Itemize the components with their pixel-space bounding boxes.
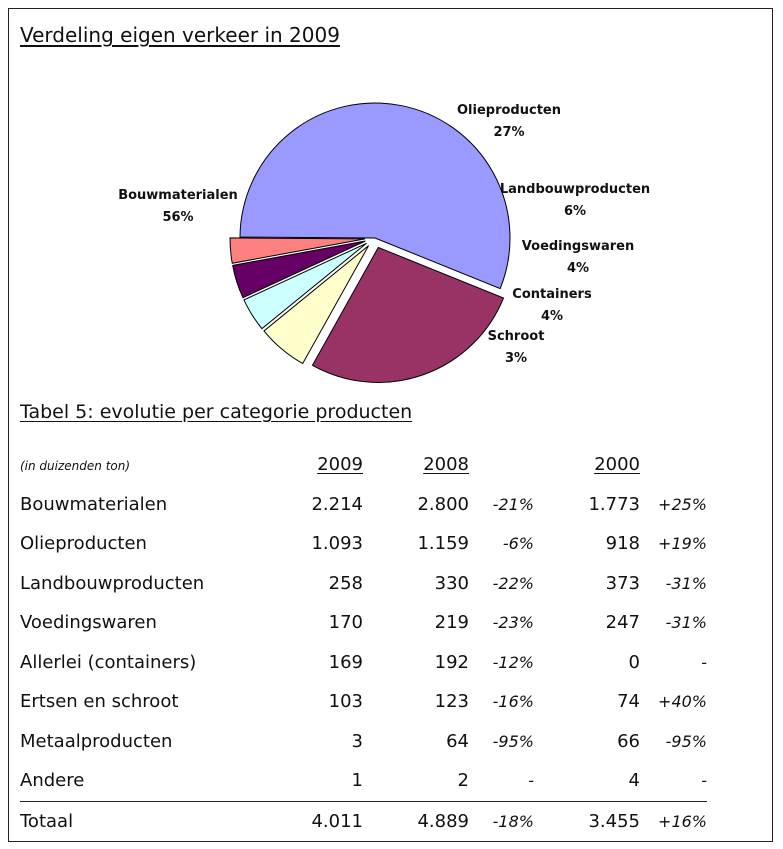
slice-percentage: 6% [564, 204, 586, 219]
cell-label: Metaalproducten [20, 730, 173, 752]
cell-v2009: 169 [328, 651, 363, 673]
cell-p2000: -31% [665, 573, 707, 593]
cell-v2000: 1.773 [588, 493, 640, 515]
table-header-row: (in duizenden ton) 2009 2008 2000 [20, 445, 707, 485]
cell-v2009: 258 [328, 572, 363, 594]
cell-label: Andere [20, 761, 282, 802]
cell-label: Ertsen en schroot [20, 691, 179, 713]
col-header-2009: 2009 [317, 454, 363, 476]
table-row: Allerlei (containers) 169 192 -12% 0 - [20, 643, 707, 683]
cell-v2008: 330 [434, 572, 469, 594]
cell-p2000: +25% [658, 494, 707, 514]
cell-label: Landbouwproducten [20, 572, 205, 594]
table-row: Olieproducten 1.093 1.159 -6% 918 +19% [20, 524, 707, 564]
pie-slice-bouwmaterialen [239, 102, 511, 290]
slice-percentage: 56% [162, 210, 193, 225]
unit-note: (in duizenden ton) [20, 459, 131, 474]
cell-v2008: 2.800 [417, 493, 469, 515]
table-row: Landbouwproducten 258 330 -22% 373 -31% [20, 564, 707, 604]
cell-label: Bouwmaterialen [20, 493, 168, 515]
cell-p2008: -6% [502, 534, 534, 554]
table-row: Metaalproducten 3 64 -95% 66 -95% [20, 722, 707, 762]
cell-p2000: -95% [665, 731, 707, 751]
cell-v2008: 123 [434, 691, 469, 713]
cell-v2009: 103 [328, 691, 363, 713]
cell-v2000: 74 [617, 691, 640, 713]
category-table: (in duizenden ton) 2009 2008 2000 Bouwma… [20, 445, 707, 842]
cell-p2008: -12% [492, 652, 534, 672]
slice-percentage: 4% [541, 309, 563, 324]
total-pct-2000: +16% [658, 812, 707, 831]
slice-label: Voedingswaren [522, 239, 634, 254]
cell-p2000: -31% [665, 613, 707, 633]
slice-label: Containers [512, 287, 592, 302]
col-header-2000: 2000 [594, 454, 640, 476]
pie-chart: Olieproducten 27% Landbouwproducten 6% Voedi… [118, 102, 650, 383]
total-2000: 3.455 [588, 811, 640, 832]
slice-label: Landbouwproducten [500, 182, 650, 197]
table-row: Voedingswaren 170 219 -23% 247 -31% [20, 603, 707, 643]
pie-slice-schroot [229, 237, 366, 264]
slice-label: Olieproducten [457, 103, 561, 118]
slice-percentage: 4% [567, 261, 589, 276]
cell-p2000: +19% [658, 534, 707, 554]
col-header-2008: 2008 [423, 454, 469, 476]
slice-label: Bouwmaterialen [118, 188, 238, 203]
cell-v2008: 192 [434, 651, 469, 673]
cell-v2000: 4 [534, 761, 640, 802]
cell-p2008: -22% [492, 573, 534, 593]
cell-p2008: -95% [492, 731, 534, 751]
total-label: Totaal [20, 811, 74, 832]
cell-v2000: 918 [605, 533, 640, 555]
cell-p2000: - [701, 652, 707, 672]
cell-p2008: -21% [492, 494, 534, 514]
cell-v2000: 66 [617, 730, 640, 752]
slice-percentage: 3% [505, 351, 527, 366]
cell-v2009: 1 [282, 761, 363, 802]
table-row: Ertsen en schroot 103 123 -16% 74 +40% [20, 682, 707, 722]
table-title: Tabel 5: evolutie per categorie producte… [20, 401, 413, 423]
cell-v2009: 170 [328, 612, 363, 634]
cell-p2008: -23% [492, 613, 534, 633]
table-row: Andere 1 2-4- [20, 761, 707, 802]
cell-v2000: 247 [605, 612, 640, 634]
pie-slice-landbouwproducten [263, 245, 370, 365]
pie-slice-olieproducten [311, 246, 505, 383]
slice-label: Schroot [488, 329, 545, 344]
total-pct-2008: -18% [492, 812, 534, 831]
pie-slice-voedingswaren [243, 242, 367, 330]
cell-p2008: - [469, 761, 534, 802]
cell-v2008: 1.159 [417, 533, 469, 555]
cell-v2009: 1.093 [311, 533, 363, 555]
total-2008: 4.889 [417, 811, 469, 832]
total-row: Totaal 4.011 4.889 -18% 3.455 +16% [20, 801, 707, 842]
total-2009: 4.011 [311, 811, 363, 832]
cell-v2009: 3 [351, 730, 363, 752]
cell-v2008: 219 [434, 612, 469, 634]
cell-p2000: - [640, 761, 707, 802]
cell-v2009: 2.214 [311, 493, 363, 515]
cell-label: Allerlei (containers) [20, 651, 197, 673]
cell-label: Olieproducten [20, 533, 147, 555]
cell-v2000: 0 [628, 651, 640, 673]
chart-title: Verdeling eigen verkeer in 2009 [20, 23, 340, 47]
figure-frame [8, 8, 773, 842]
cell-v2008: 64 [446, 730, 469, 752]
pie-slice-containers [232, 240, 366, 299]
table-row: Bouwmaterialen 2.214 2.800 -21% 1.773 +25% [20, 485, 707, 525]
slice-percentage: 27% [493, 125, 524, 140]
cell-label: Voedingswaren [20, 612, 157, 634]
cell-v2000: 373 [605, 572, 640, 594]
cell-p2008: -16% [492, 692, 534, 712]
cell-p2000: +40% [658, 692, 707, 712]
cell-v2008: 2 [363, 761, 469, 802]
